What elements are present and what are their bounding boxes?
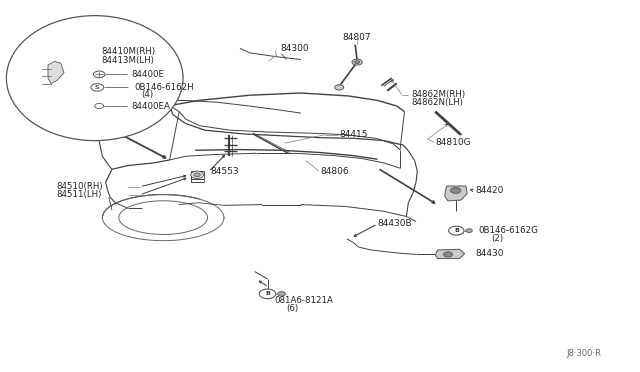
Circle shape bbox=[355, 61, 360, 64]
Ellipse shape bbox=[6, 16, 183, 141]
Circle shape bbox=[352, 59, 362, 65]
Circle shape bbox=[194, 173, 200, 177]
Text: 84807: 84807 bbox=[342, 33, 371, 42]
Polygon shape bbox=[48, 61, 64, 84]
Text: 84430B: 84430B bbox=[378, 219, 412, 228]
Text: 84510(RH): 84510(RH) bbox=[56, 182, 103, 191]
Circle shape bbox=[449, 226, 464, 235]
Text: 84553: 84553 bbox=[210, 167, 239, 176]
Text: (2): (2) bbox=[492, 234, 504, 243]
Text: (6): (6) bbox=[287, 304, 299, 313]
Text: 84806: 84806 bbox=[320, 167, 349, 176]
Text: 84415: 84415 bbox=[339, 130, 368, 139]
Text: 84400EA: 84400EA bbox=[131, 102, 170, 110]
Text: 081A6-8121A: 081A6-8121A bbox=[274, 296, 333, 305]
Circle shape bbox=[335, 85, 344, 90]
Text: 84420: 84420 bbox=[475, 186, 503, 195]
Circle shape bbox=[466, 229, 472, 232]
Circle shape bbox=[191, 171, 204, 179]
Text: 84300: 84300 bbox=[280, 44, 309, 53]
Polygon shape bbox=[435, 249, 465, 259]
Text: S: S bbox=[95, 85, 100, 90]
Polygon shape bbox=[445, 186, 467, 201]
Text: 84810G: 84810G bbox=[435, 138, 471, 147]
Circle shape bbox=[278, 292, 285, 296]
Text: 84400E: 84400E bbox=[131, 70, 164, 79]
Text: 84410M(RH): 84410M(RH) bbox=[101, 47, 156, 56]
Text: 0B146-6162G: 0B146-6162G bbox=[479, 226, 539, 235]
Circle shape bbox=[91, 84, 104, 91]
Text: 84862M(RH): 84862M(RH) bbox=[411, 90, 465, 99]
Text: 84511(LH): 84511(LH) bbox=[56, 190, 102, 199]
Text: B: B bbox=[265, 291, 270, 296]
Text: 84862N(LH): 84862N(LH) bbox=[411, 98, 463, 107]
Circle shape bbox=[93, 71, 105, 78]
Text: 84430: 84430 bbox=[475, 249, 504, 258]
Circle shape bbox=[95, 103, 104, 109]
Text: J8·300·R: J8·300·R bbox=[567, 349, 602, 358]
Circle shape bbox=[259, 289, 276, 299]
Text: 84413M(LH): 84413M(LH) bbox=[101, 56, 154, 65]
Circle shape bbox=[444, 252, 452, 257]
Circle shape bbox=[451, 187, 461, 193]
Text: B: B bbox=[454, 228, 459, 233]
Text: (4): (4) bbox=[141, 90, 153, 99]
Text: 0B146-6162H: 0B146-6162H bbox=[134, 83, 194, 92]
